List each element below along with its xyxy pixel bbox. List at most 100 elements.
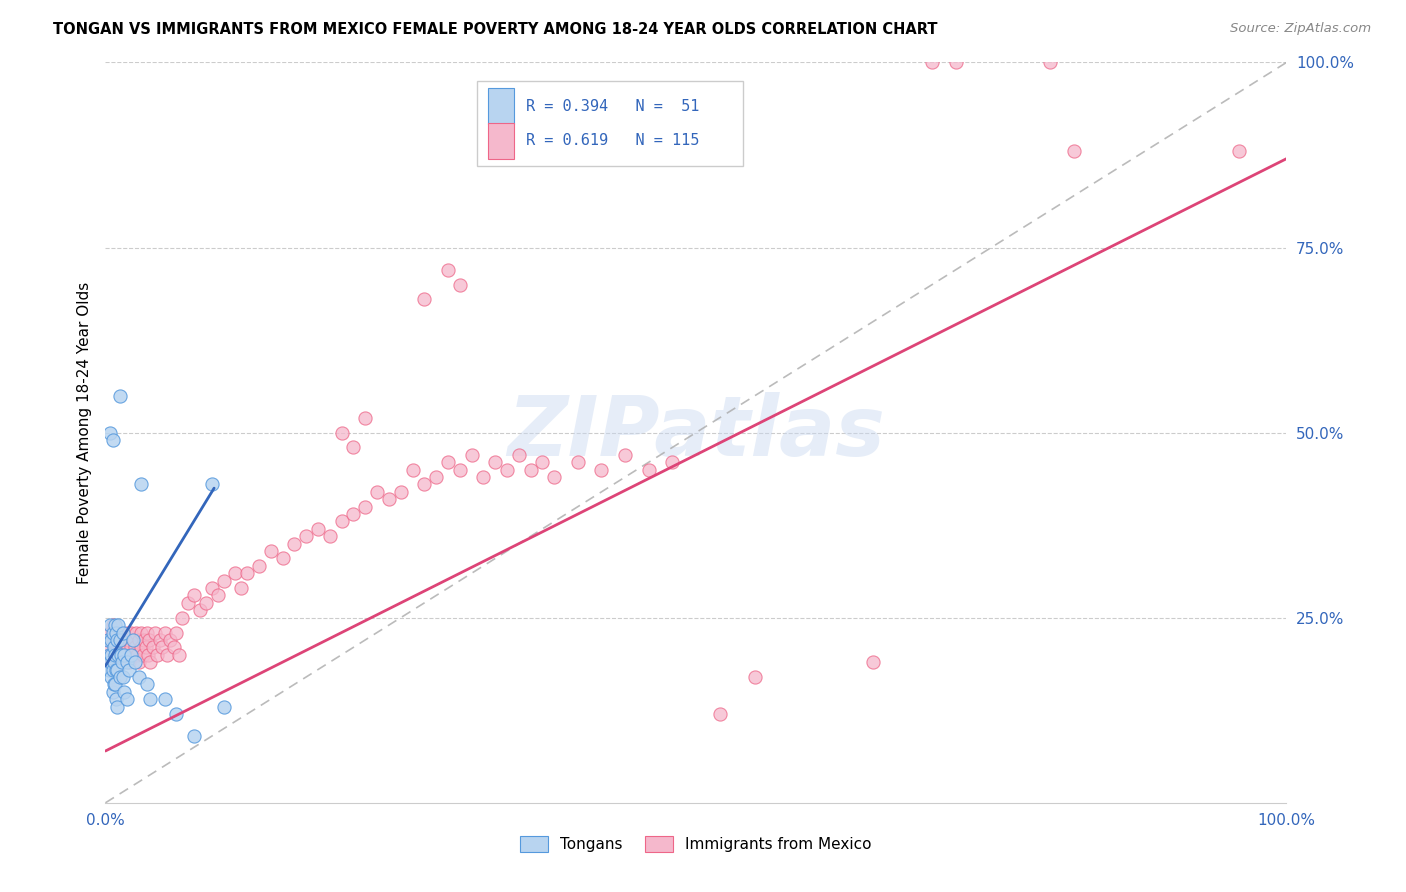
Point [567, 455, 589, 469]
Point [110, 640, 132, 655]
Point [1227, 145, 1250, 159]
Point [108, 670, 131, 684]
Point [105, 632, 128, 647]
Point [188, 603, 211, 617]
Point [101, 433, 124, 447]
Point [118, 655, 141, 669]
Point [194, 596, 217, 610]
Point [97, 632, 120, 647]
Point [319, 529, 342, 543]
Point [112, 655, 135, 669]
Point [120, 648, 142, 662]
Point [183, 729, 205, 743]
Point [139, 655, 162, 669]
Point [105, 625, 128, 640]
Point [118, 663, 141, 677]
Point [100, 648, 122, 662]
Point [449, 277, 471, 292]
Point [129, 640, 152, 655]
Point [330, 515, 353, 529]
Point [100, 648, 122, 662]
Point [307, 522, 329, 536]
Point [136, 648, 159, 662]
Point [149, 632, 172, 647]
Point [271, 551, 294, 566]
FancyBboxPatch shape [488, 88, 515, 124]
Point [112, 625, 135, 640]
Point [437, 262, 460, 277]
Point [236, 566, 259, 581]
Point [143, 625, 166, 640]
Point [945, 55, 967, 70]
Point [101, 625, 124, 640]
Point [120, 640, 142, 655]
Point [101, 685, 124, 699]
Point [389, 484, 412, 499]
Point [508, 448, 530, 462]
Point [156, 648, 179, 662]
Point [111, 648, 134, 662]
Point [135, 640, 157, 655]
Point [101, 618, 124, 632]
Point [172, 610, 194, 624]
Point [354, 500, 377, 514]
Point [121, 648, 143, 662]
Legend: Tongans, Immigrants from Mexico: Tongans, Immigrants from Mexico [515, 830, 877, 858]
Point [105, 663, 128, 677]
Point [591, 462, 613, 476]
Point [103, 640, 125, 655]
Point [212, 699, 235, 714]
Point [108, 632, 131, 647]
Point [101, 663, 124, 677]
Point [97, 632, 120, 647]
Point [201, 477, 224, 491]
Point [105, 625, 128, 640]
Point [128, 670, 150, 684]
Point [115, 625, 138, 640]
Point [163, 640, 186, 655]
Point [121, 632, 143, 647]
Point [132, 648, 155, 662]
Point [150, 640, 173, 655]
Point [378, 492, 401, 507]
Point [98, 618, 121, 632]
Point [247, 558, 270, 573]
Point [183, 589, 205, 603]
Point [107, 648, 129, 662]
Point [283, 536, 305, 550]
Point [366, 484, 388, 499]
Point [100, 632, 122, 647]
Point [231, 581, 253, 595]
Text: R = 0.394   N =  51: R = 0.394 N = 51 [526, 99, 699, 113]
Point [1039, 55, 1062, 70]
Point [519, 462, 541, 476]
Point [531, 455, 554, 469]
Point [159, 632, 181, 647]
Point [107, 618, 129, 632]
Point [1063, 145, 1085, 159]
Point [330, 425, 353, 440]
Point [401, 462, 423, 476]
Point [115, 692, 138, 706]
Y-axis label: Female Poverty Among 18-24 Year Olds: Female Poverty Among 18-24 Year Olds [76, 282, 91, 583]
Point [153, 625, 176, 640]
Point [295, 529, 318, 543]
Point [104, 655, 127, 669]
Point [138, 632, 160, 647]
Point [115, 648, 138, 662]
Point [744, 670, 766, 684]
Point [661, 455, 683, 469]
Point [425, 470, 447, 484]
Point [135, 625, 157, 640]
Point [112, 670, 135, 684]
Point [224, 566, 246, 581]
Point [103, 677, 125, 691]
Point [108, 388, 131, 402]
Point [117, 640, 139, 655]
Point [472, 470, 495, 484]
Point [114, 632, 136, 647]
Point [127, 648, 149, 662]
Point [543, 470, 565, 484]
Point [98, 625, 121, 640]
Point [110, 625, 132, 640]
